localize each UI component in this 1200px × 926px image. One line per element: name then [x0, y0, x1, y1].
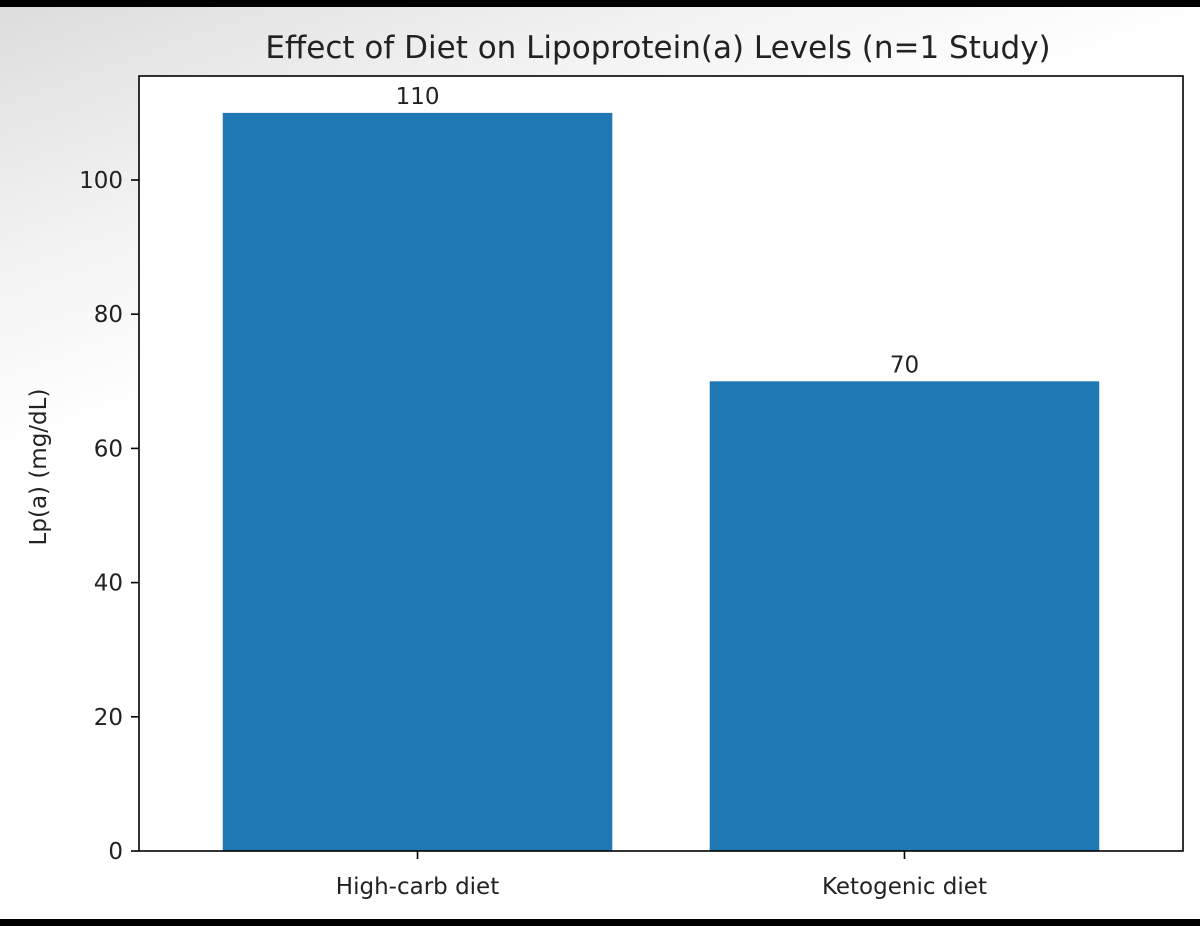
top-border [0, 0, 1200, 7]
y-tick-label: 80 [94, 302, 123, 328]
bar [709, 381, 1100, 851]
y-tick-label: 100 [79, 168, 123, 194]
y-tick-label: 40 [94, 571, 123, 597]
bottom-border [0, 919, 1200, 926]
x-tick-label: High-carb diet [336, 874, 499, 900]
plot-frame [138, 75, 1184, 852]
y-tick-label: 60 [94, 436, 123, 462]
x-tick-label: Ketogenic diet [822, 874, 987, 900]
y-axis-label: Lp(a) (mg/dL) [26, 389, 52, 546]
bar [222, 112, 613, 851]
y-tick-label: 0 [108, 839, 123, 865]
chart-title: Effect of Diet on Lipoprotein(a) Levels … [265, 30, 1050, 66]
bar-value-label: 110 [396, 84, 440, 110]
y-tick-label: 20 [94, 705, 123, 731]
bar-value-label: 70 [890, 352, 919, 378]
